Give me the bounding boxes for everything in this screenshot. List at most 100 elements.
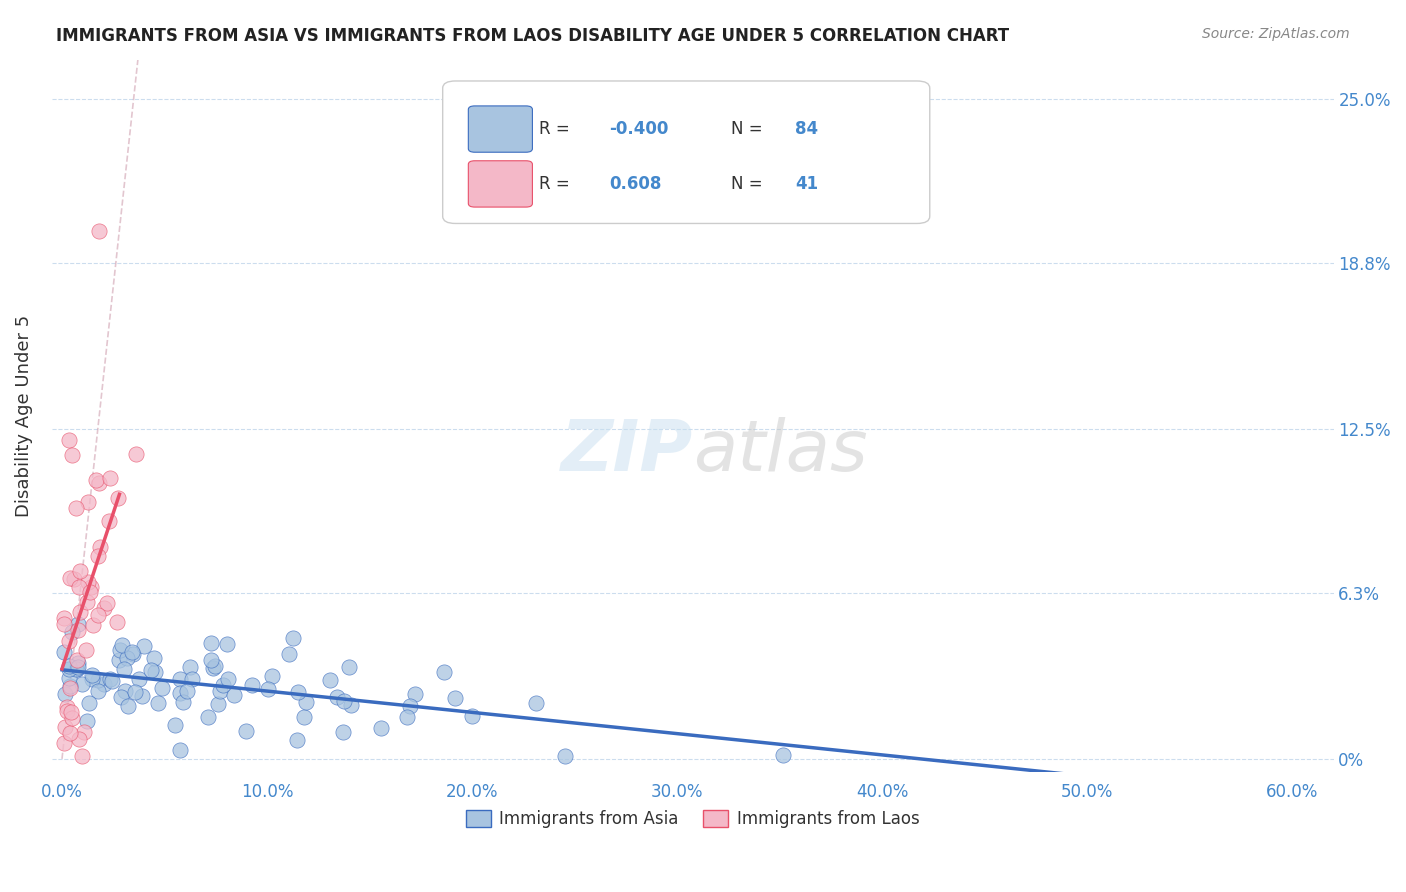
Point <box>240 678 263 692</box>
Point <box>98 672 121 686</box>
Point <box>287 685 309 699</box>
Point <box>98 471 121 485</box>
Point <box>108 642 131 657</box>
Point <box>77 696 100 710</box>
Point <box>53 616 76 631</box>
Text: atlas: atlas <box>693 417 868 486</box>
Text: 84: 84 <box>796 120 818 137</box>
Text: ZIP: ZIP <box>561 417 693 486</box>
Point <box>200 653 222 667</box>
Point <box>75 643 97 657</box>
Point <box>277 647 299 661</box>
Point <box>67 659 90 673</box>
Point <box>76 714 98 728</box>
FancyBboxPatch shape <box>468 106 533 153</box>
Point <box>172 695 194 709</box>
Point <box>93 600 115 615</box>
Point <box>67 623 90 637</box>
Point <box>97 514 120 528</box>
Point <box>107 653 129 667</box>
Point <box>76 595 98 609</box>
Point <box>207 697 229 711</box>
Point <box>105 615 128 630</box>
FancyBboxPatch shape <box>468 161 533 207</box>
Point <box>115 651 138 665</box>
Point <box>60 449 83 463</box>
Point <box>101 673 124 688</box>
Point <box>224 688 246 702</box>
Point <box>89 540 111 554</box>
Point <box>58 671 80 685</box>
Point <box>165 718 187 732</box>
Point <box>292 709 315 723</box>
Point <box>179 660 201 674</box>
Point <box>58 662 80 676</box>
Point <box>146 696 169 710</box>
Point <box>56 704 79 718</box>
Point <box>87 608 110 623</box>
Text: N =: N = <box>731 176 768 194</box>
Point <box>73 725 96 739</box>
Point <box>461 709 484 723</box>
Point <box>169 672 191 686</box>
Point <box>285 732 308 747</box>
Point <box>53 720 76 734</box>
Point <box>87 224 110 238</box>
Y-axis label: Disability Age Under 5: Disability Age Under 5 <box>15 315 32 517</box>
Point <box>176 684 198 698</box>
Point <box>169 686 191 700</box>
Point <box>201 661 224 675</box>
Legend: Immigrants from Asia, Immigrants from Laos: Immigrants from Asia, Immigrants from La… <box>460 804 927 835</box>
Point <box>70 677 93 691</box>
Point <box>65 662 87 676</box>
Point <box>404 687 426 701</box>
Point <box>53 645 76 659</box>
Point <box>143 650 166 665</box>
Text: Source: ZipAtlas.com: Source: ZipAtlas.com <box>1202 27 1350 41</box>
Point <box>235 724 257 739</box>
Point <box>66 661 89 675</box>
Point <box>111 638 134 652</box>
Point <box>114 684 136 698</box>
Point <box>524 696 547 710</box>
Point <box>72 749 94 764</box>
Point <box>58 634 80 648</box>
Point <box>145 665 167 680</box>
FancyBboxPatch shape <box>443 81 929 224</box>
Point <box>433 665 456 679</box>
Point <box>200 636 222 650</box>
Point <box>55 687 77 701</box>
Point <box>260 668 283 682</box>
Point <box>60 710 83 724</box>
Point <box>56 700 79 714</box>
Point <box>121 644 143 658</box>
Point <box>332 725 354 739</box>
Point <box>84 473 107 487</box>
Point <box>59 571 82 585</box>
Point <box>256 681 278 696</box>
Point <box>87 684 110 698</box>
Point <box>281 632 304 646</box>
Point <box>398 699 420 714</box>
Point <box>319 673 342 687</box>
Point <box>93 677 115 691</box>
Text: N =: N = <box>731 120 768 137</box>
Point <box>87 549 110 564</box>
Text: R =: R = <box>538 120 575 137</box>
Point <box>333 694 356 708</box>
Point <box>139 664 162 678</box>
Point <box>62 573 84 587</box>
Point <box>110 690 132 704</box>
Point <box>554 749 576 764</box>
Point <box>87 673 110 687</box>
Point <box>69 605 91 619</box>
Point <box>169 743 191 757</box>
Point <box>150 681 173 695</box>
Point <box>124 685 146 699</box>
Point <box>124 447 146 461</box>
Point <box>181 673 204 687</box>
Point <box>197 709 219 723</box>
Point <box>66 617 89 632</box>
Point <box>131 689 153 703</box>
Point <box>117 698 139 713</box>
